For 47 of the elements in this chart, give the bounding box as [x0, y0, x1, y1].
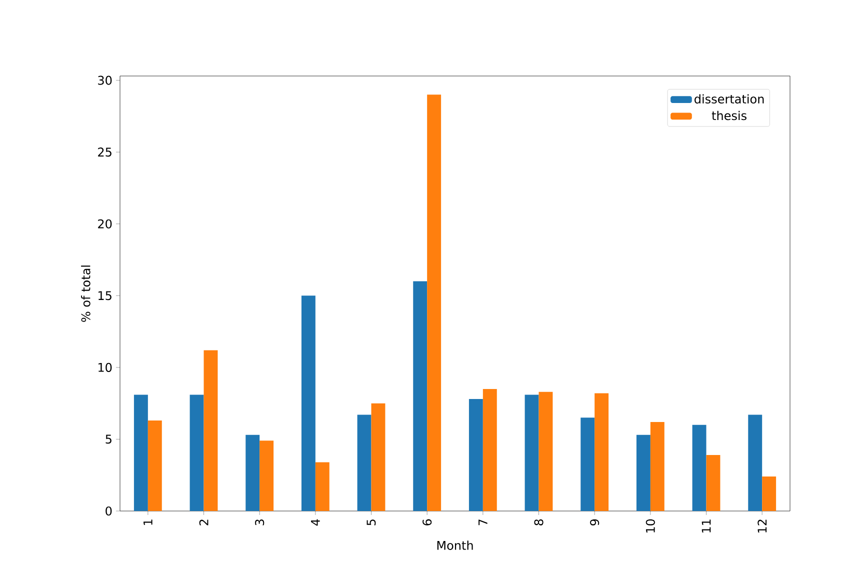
bar — [594, 393, 609, 511]
x-tick-label: 11 — [702, 520, 711, 532]
bar — [748, 414, 762, 511]
x-tick-label: 1 — [144, 520, 152, 525]
x-tick-label: 4 — [311, 519, 320, 526]
bar — [246, 434, 260, 511]
x-tick-label: 6 — [422, 519, 432, 526]
bar — [427, 94, 442, 511]
y-tick-label: 0 — [106, 506, 112, 516]
bar — [148, 420, 162, 511]
x-tick-label: 7 — [478, 520, 488, 526]
y-tick-label: 15 — [98, 291, 112, 300]
bar — [524, 394, 539, 511]
x-tick-label: 8 — [534, 519, 544, 526]
y-tick-label: 20 — [98, 219, 112, 228]
bar — [301, 296, 316, 511]
y-tick-label: 10 — [98, 362, 112, 372]
x-tick-label: 12 — [758, 520, 767, 532]
y-axis-title: % of total — [81, 266, 90, 322]
bar — [580, 418, 595, 511]
legend-label: dissertation — [694, 94, 764, 104]
x-tick-label: 3 — [255, 520, 264, 526]
bar — [468, 399, 483, 511]
bar — [190, 394, 204, 511]
x-axis-title: Month — [437, 540, 473, 550]
bar — [482, 388, 497, 511]
bar — [650, 422, 664, 511]
x-tick-label: 10 — [646, 519, 655, 532]
bar — [692, 424, 706, 511]
bar — [538, 392, 553, 511]
bar — [134, 394, 148, 511]
x-tick-label: 5 — [366, 520, 376, 526]
bar — [636, 434, 650, 511]
x-tick-label: 9 — [590, 519, 600, 526]
bar — [706, 455, 720, 511]
y-tick-label: 30 — [98, 76, 112, 85]
y-tick-label: 25 — [98, 148, 112, 157]
bar — [371, 403, 386, 511]
x-tick-label: 2 — [199, 520, 208, 526]
bar — [260, 440, 274, 511]
legend-label: thesis — [712, 110, 746, 120]
bar — [315, 462, 330, 511]
bar — [204, 350, 218, 511]
bar — [357, 414, 372, 511]
y-tick-label: 5 — [106, 434, 112, 444]
bar — [413, 281, 428, 511]
bar — [762, 476, 776, 511]
